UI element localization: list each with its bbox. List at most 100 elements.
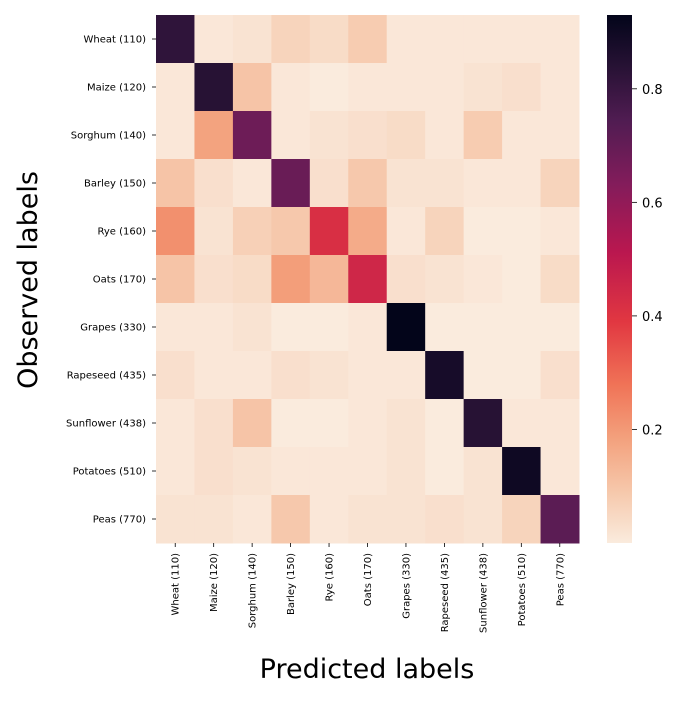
heatmap-cell bbox=[425, 159, 465, 208]
heatmap-cell bbox=[540, 159, 580, 208]
heatmap-cell bbox=[502, 159, 542, 208]
x-axis-label: Predicted labels bbox=[260, 654, 475, 685]
y-tick-label: Maize (120) bbox=[87, 83, 146, 94]
heatmap-cell bbox=[463, 303, 503, 352]
heatmap-cell bbox=[463, 15, 503, 64]
heatmap-cell bbox=[348, 63, 388, 112]
heatmap-cell bbox=[502, 15, 542, 64]
heatmap-cell bbox=[502, 303, 542, 352]
heatmap-cell bbox=[309, 351, 349, 400]
heatmap-cell bbox=[502, 111, 542, 160]
heatmap-cell bbox=[232, 63, 272, 112]
heatmap-cell bbox=[271, 255, 311, 304]
heatmap-cell bbox=[425, 495, 465, 544]
heatmap-cell bbox=[232, 207, 272, 256]
heatmap-cell bbox=[425, 111, 465, 160]
heatmap-cell bbox=[232, 303, 272, 352]
y-tick-label: Grapes (330) bbox=[80, 323, 146, 334]
heatmap-cell bbox=[271, 495, 311, 544]
heatmap-cell bbox=[425, 255, 465, 304]
y-tick-label: Wheat (110) bbox=[84, 35, 147, 46]
heatmap-cell bbox=[463, 351, 503, 400]
heatmap-cell bbox=[540, 255, 580, 304]
heatmap-cell bbox=[386, 303, 426, 352]
heatmap-cell bbox=[156, 255, 195, 304]
heatmap-cell bbox=[502, 63, 542, 112]
colorbar: 0.2 0.4 0.6 0.8 bbox=[607, 15, 663, 543]
x-tick-label: Rapeseed (435) bbox=[440, 553, 451, 632]
heatmap-cell bbox=[156, 15, 195, 64]
heatmap-cell bbox=[540, 351, 580, 400]
heatmap-cell bbox=[386, 63, 426, 112]
heatmap-cell bbox=[194, 447, 234, 496]
heatmap-cell bbox=[348, 207, 388, 256]
heatmap-cell bbox=[502, 255, 542, 304]
heatmap-cell bbox=[156, 447, 195, 496]
heatmap-cell bbox=[348, 351, 388, 400]
heatmap-cell bbox=[386, 15, 426, 64]
x-tick-label: Wheat (110) bbox=[171, 553, 182, 616]
heatmap-cell bbox=[540, 399, 580, 448]
heatmap-cell bbox=[425, 207, 465, 256]
colorbar-tick-label: 0.2 bbox=[642, 423, 663, 438]
heatmap-cell bbox=[386, 447, 426, 496]
heatmap-cell bbox=[156, 63, 195, 112]
heatmap-cell bbox=[232, 159, 272, 208]
heatmap-cell bbox=[232, 255, 272, 304]
heatmap-cell bbox=[386, 351, 426, 400]
heatmap-cell bbox=[502, 495, 542, 544]
heatmap-cell bbox=[425, 447, 465, 496]
heatmap-cell bbox=[271, 447, 311, 496]
x-tick-label: Sorghum (140) bbox=[248, 553, 259, 628]
heatmap-cell bbox=[425, 351, 465, 400]
heatmap-cell bbox=[540, 63, 580, 112]
colorbar-tick-label: 0.6 bbox=[642, 196, 663, 211]
heatmap-cell bbox=[386, 207, 426, 256]
x-tick-label: Sunflower (438) bbox=[478, 553, 489, 633]
heatmap-cell bbox=[386, 399, 426, 448]
colorbar-ticks: 0.2 0.4 0.6 0.8 bbox=[632, 83, 663, 438]
heatmap-cell bbox=[271, 15, 311, 64]
heatmap-cell bbox=[309, 111, 349, 160]
heatmap-cell bbox=[386, 255, 426, 304]
heatmap-cell bbox=[232, 351, 272, 400]
heatmap-cell bbox=[232, 447, 272, 496]
x-tick-label: Barley (150) bbox=[286, 553, 297, 615]
heatmap-cell bbox=[271, 303, 311, 352]
heatmap-cell bbox=[194, 63, 234, 112]
heatmap-cell bbox=[425, 63, 465, 112]
y-tick-label: Barley (150) bbox=[84, 179, 146, 190]
heatmap-cell bbox=[309, 255, 349, 304]
colorbar-tick-label: 0.4 bbox=[642, 310, 663, 325]
heatmap-cell bbox=[348, 303, 388, 352]
heatmap-cell bbox=[386, 159, 426, 208]
heatmap-cell bbox=[348, 159, 388, 208]
heatmap-cells bbox=[156, 15, 580, 544]
heatmap-cell bbox=[463, 255, 503, 304]
heatmap-cell bbox=[271, 351, 311, 400]
colorbar-tick-label: 0.8 bbox=[642, 83, 663, 98]
x-tick-label: Oats (170) bbox=[363, 553, 374, 606]
heatmap-cell bbox=[502, 399, 542, 448]
heatmap-cell bbox=[463, 207, 503, 256]
heatmap-cell bbox=[348, 255, 388, 304]
heatmap-cell bbox=[271, 111, 311, 160]
heatmap-cell bbox=[309, 207, 349, 256]
heatmap-cell bbox=[463, 111, 503, 160]
y-tick-label: Rapeseed (435) bbox=[67, 371, 146, 382]
heatmap-cell bbox=[271, 63, 311, 112]
heatmap-cell bbox=[194, 399, 234, 448]
heatmap-cell bbox=[194, 111, 234, 160]
heatmap-cell bbox=[156, 495, 195, 544]
heatmap-cell bbox=[425, 399, 465, 448]
heatmap-cell bbox=[309, 159, 349, 208]
heatmap-cell bbox=[463, 63, 503, 112]
heatmap-cell bbox=[156, 303, 195, 352]
heatmap-cell bbox=[386, 495, 426, 544]
x-tick-label: Potatoes (510) bbox=[517, 553, 528, 626]
heatmap-cell bbox=[386, 111, 426, 160]
heatmap-cell bbox=[232, 495, 272, 544]
heatmap-cell bbox=[348, 447, 388, 496]
heatmap-cell bbox=[156, 207, 195, 256]
